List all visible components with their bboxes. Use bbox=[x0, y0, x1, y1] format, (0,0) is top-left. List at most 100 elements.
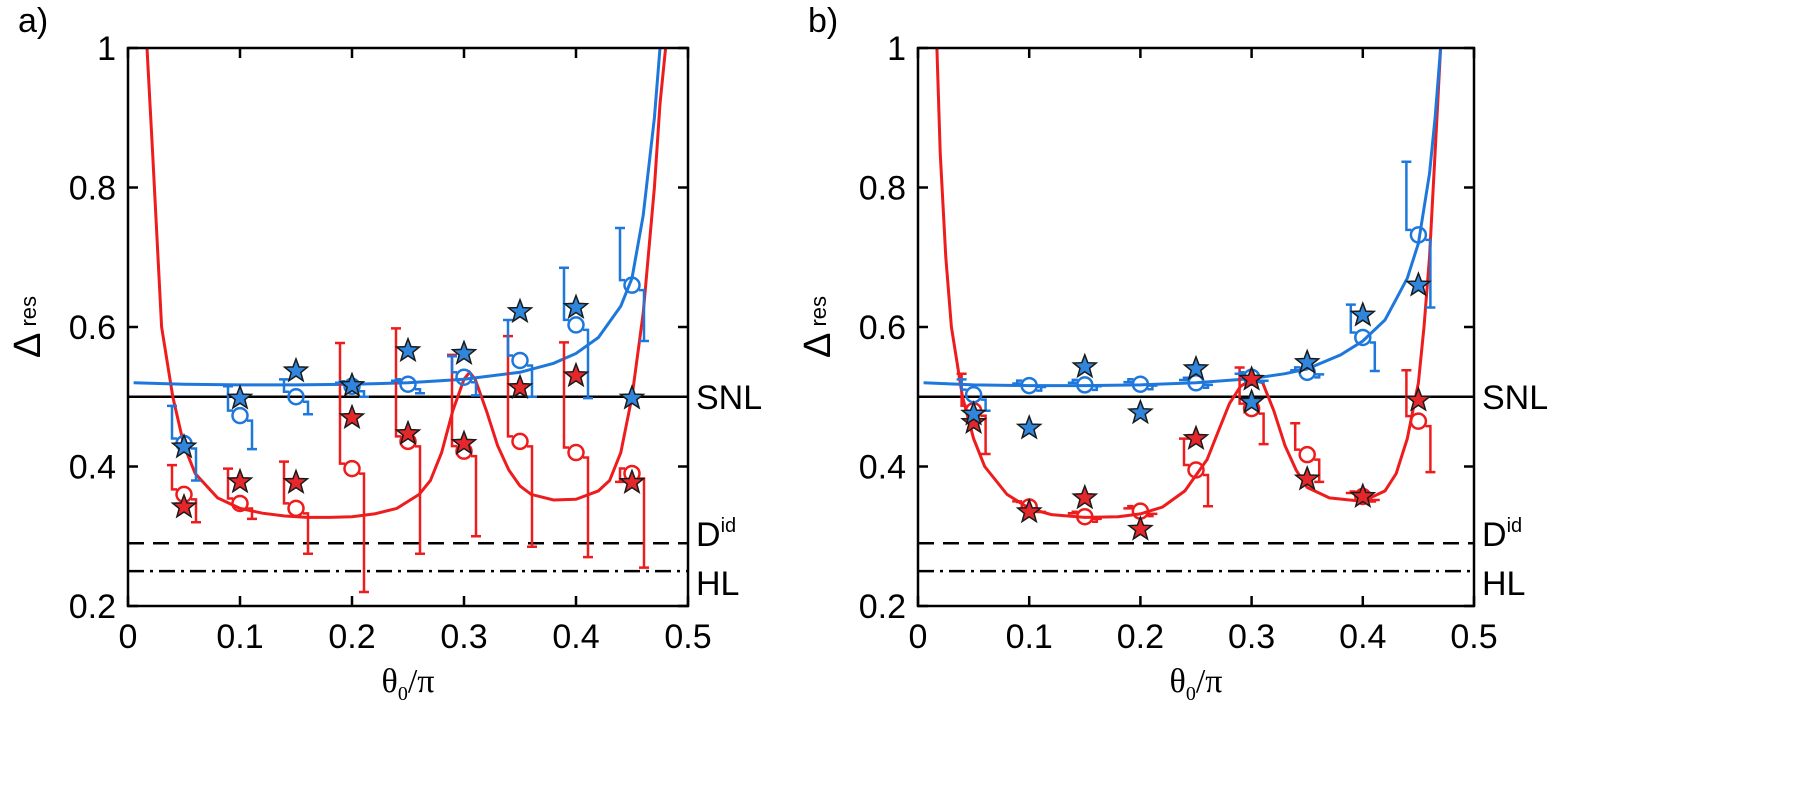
error-bar-lower-blue-circles bbox=[1314, 373, 1325, 379]
error-bar-upper-red-circles bbox=[1290, 422, 1301, 451]
point-blue-circles bbox=[623, 276, 641, 294]
star-blue-stars bbox=[226, 383, 254, 410]
point-red-circles bbox=[231, 494, 249, 513]
error-bar-lower-red-circles bbox=[1314, 458, 1325, 484]
x-axis-label-part: 0 bbox=[398, 683, 408, 705]
star-red-stars bbox=[282, 468, 310, 495]
error-bar-upper-blue-circles bbox=[1290, 366, 1301, 372]
x-axis-label: θ0/π bbox=[1170, 663, 1223, 705]
curve-red-theory bbox=[145, 48, 668, 519]
star-blue-stars bbox=[618, 383, 646, 410]
error-bar-lower-red-circles bbox=[980, 414, 991, 456]
x-tick-label: 0.1 bbox=[1006, 618, 1053, 656]
x-axis-label-part: θ bbox=[1170, 663, 1186, 700]
error-bar-lower-blue-circles bbox=[639, 288, 649, 343]
error-bar-lower-red-circles bbox=[1369, 498, 1380, 503]
error-bar-upper-blue-circles bbox=[1401, 160, 1412, 232]
star-blue-stars bbox=[1071, 352, 1099, 379]
star-red-stars bbox=[394, 419, 422, 446]
star-red-stars bbox=[1015, 497, 1043, 524]
point-red-circles bbox=[1187, 461, 1205, 479]
x-tick-label: 0.2 bbox=[328, 618, 375, 656]
error-bar-lower-blue-circles bbox=[471, 380, 481, 397]
axes-frame bbox=[916, 46, 1476, 608]
x-tick-label: 0 bbox=[119, 618, 138, 656]
error-bar-upper-red-circles bbox=[1012, 500, 1023, 504]
star-blue-stars bbox=[394, 336, 422, 363]
x-tick-label: 0 bbox=[909, 618, 928, 656]
y-axis-label-part: res bbox=[806, 296, 831, 333]
error-bar-upper-red-circles bbox=[167, 463, 177, 491]
point-red-circles bbox=[511, 432, 529, 451]
star-red-stars bbox=[1182, 424, 1210, 451]
x-axis-label-part: 0 bbox=[1186, 683, 1196, 705]
y-tick-label: 0.6 bbox=[69, 309, 116, 347]
error-bar-upper-red-circles bbox=[1401, 368, 1412, 418]
y-axis-label-part: Δ bbox=[7, 333, 49, 358]
error-bar-upper-blue-circles bbox=[167, 404, 177, 440]
error-bar-upper-blue-circles bbox=[1234, 370, 1245, 375]
y-tick-label: 0.2 bbox=[859, 588, 906, 626]
error-bar-upper-red-circles bbox=[335, 341, 345, 465]
star-blue-stars bbox=[506, 297, 534, 324]
star-blue-stars bbox=[170, 432, 198, 459]
error-bar-lower-blue-circles bbox=[527, 364, 537, 398]
point-red-circles bbox=[1298, 445, 1316, 464]
star-red-stars bbox=[226, 467, 254, 494]
star-blue-stars bbox=[562, 293, 590, 319]
error-bar-lower-red-circles bbox=[191, 498, 201, 524]
point-red-circles bbox=[287, 499, 305, 518]
x-tick-label: 0.1 bbox=[216, 618, 263, 656]
ref-label-superscript: id bbox=[721, 515, 737, 537]
error-bar-lower-red-circles bbox=[415, 445, 425, 555]
error-bar-upper-red-circles bbox=[223, 467, 233, 500]
error-bar-upper-blue-circles bbox=[279, 378, 289, 393]
ref-label-Did: Did bbox=[1482, 515, 1522, 554]
star-blue-stars bbox=[282, 356, 310, 383]
x-axis-label: θ0/π bbox=[382, 663, 435, 705]
error-bar-lower-red-circles bbox=[247, 507, 257, 521]
star-red-stars bbox=[618, 468, 646, 495]
x-tick-label: 0.2 bbox=[1117, 618, 1164, 656]
star-red-stars bbox=[338, 403, 366, 430]
curve-blue-theory bbox=[923, 48, 1443, 388]
error-bar-lower-blue-circles bbox=[1036, 385, 1047, 392]
error-bar-lower-red-circles bbox=[583, 456, 593, 559]
panel-label: b) bbox=[808, 2, 838, 40]
star-blue-stars bbox=[1238, 388, 1266, 414]
star-red-stars bbox=[170, 492, 198, 519]
error-bar-lower-blue-circles bbox=[1369, 341, 1380, 373]
y-axis-label-part: res bbox=[16, 296, 41, 333]
panel-b: b) 0 0.1 0.2 0.3 0.4 0.5 0.2 0.4 0.6 0.8 1 SNL Did HL θ… bbox=[797, 2, 1548, 705]
error-bar-lower-blue-circles bbox=[303, 400, 313, 416]
error-bar-lower-blue-circles bbox=[1425, 238, 1436, 309]
ref-label-SNL: SNL bbox=[696, 379, 762, 417]
point-red-circles bbox=[1076, 507, 1094, 526]
error-bar-lower-red-circles bbox=[1425, 424, 1436, 474]
error-bar-lower-blue-circles bbox=[1147, 384, 1158, 391]
error-bar-lower-red-circles bbox=[1147, 512, 1158, 518]
point-blue-circles bbox=[231, 406, 249, 425]
point-blue-circles bbox=[399, 375, 417, 393]
star-blue-stars bbox=[338, 371, 366, 398]
curve-red-theory bbox=[935, 48, 1443, 519]
error-bar-lower-red-circles bbox=[471, 454, 481, 538]
error-bar-lower-blue-circles bbox=[1258, 379, 1269, 384]
point-blue-circles bbox=[1131, 375, 1150, 393]
error-bar-lower-red-circles bbox=[1258, 412, 1269, 446]
error-bar-lower-blue-circles bbox=[415, 387, 425, 395]
error-bar-upper-blue-circles bbox=[1012, 379, 1023, 385]
panel-label: a) bbox=[18, 2, 48, 40]
ref-label-HL: HL bbox=[1482, 565, 1525, 603]
x-tick-label: 0.3 bbox=[1228, 618, 1275, 656]
star-blue-stars bbox=[1126, 398, 1154, 425]
error-bar-lower-blue-circles bbox=[583, 328, 593, 400]
point-blue-circles bbox=[1020, 376, 1038, 395]
error-bar-upper-blue-circles bbox=[1345, 303, 1356, 334]
ref-label-superscript: id bbox=[1507, 515, 1523, 537]
error-bar-lower-blue-circles bbox=[1091, 385, 1102, 392]
error-bar-lower-red-circles bbox=[1203, 473, 1213, 508]
error-bar-upper-red-circles bbox=[559, 341, 569, 449]
y-tick-label: 0.2 bbox=[69, 588, 116, 626]
star-red-stars bbox=[1126, 515, 1154, 541]
